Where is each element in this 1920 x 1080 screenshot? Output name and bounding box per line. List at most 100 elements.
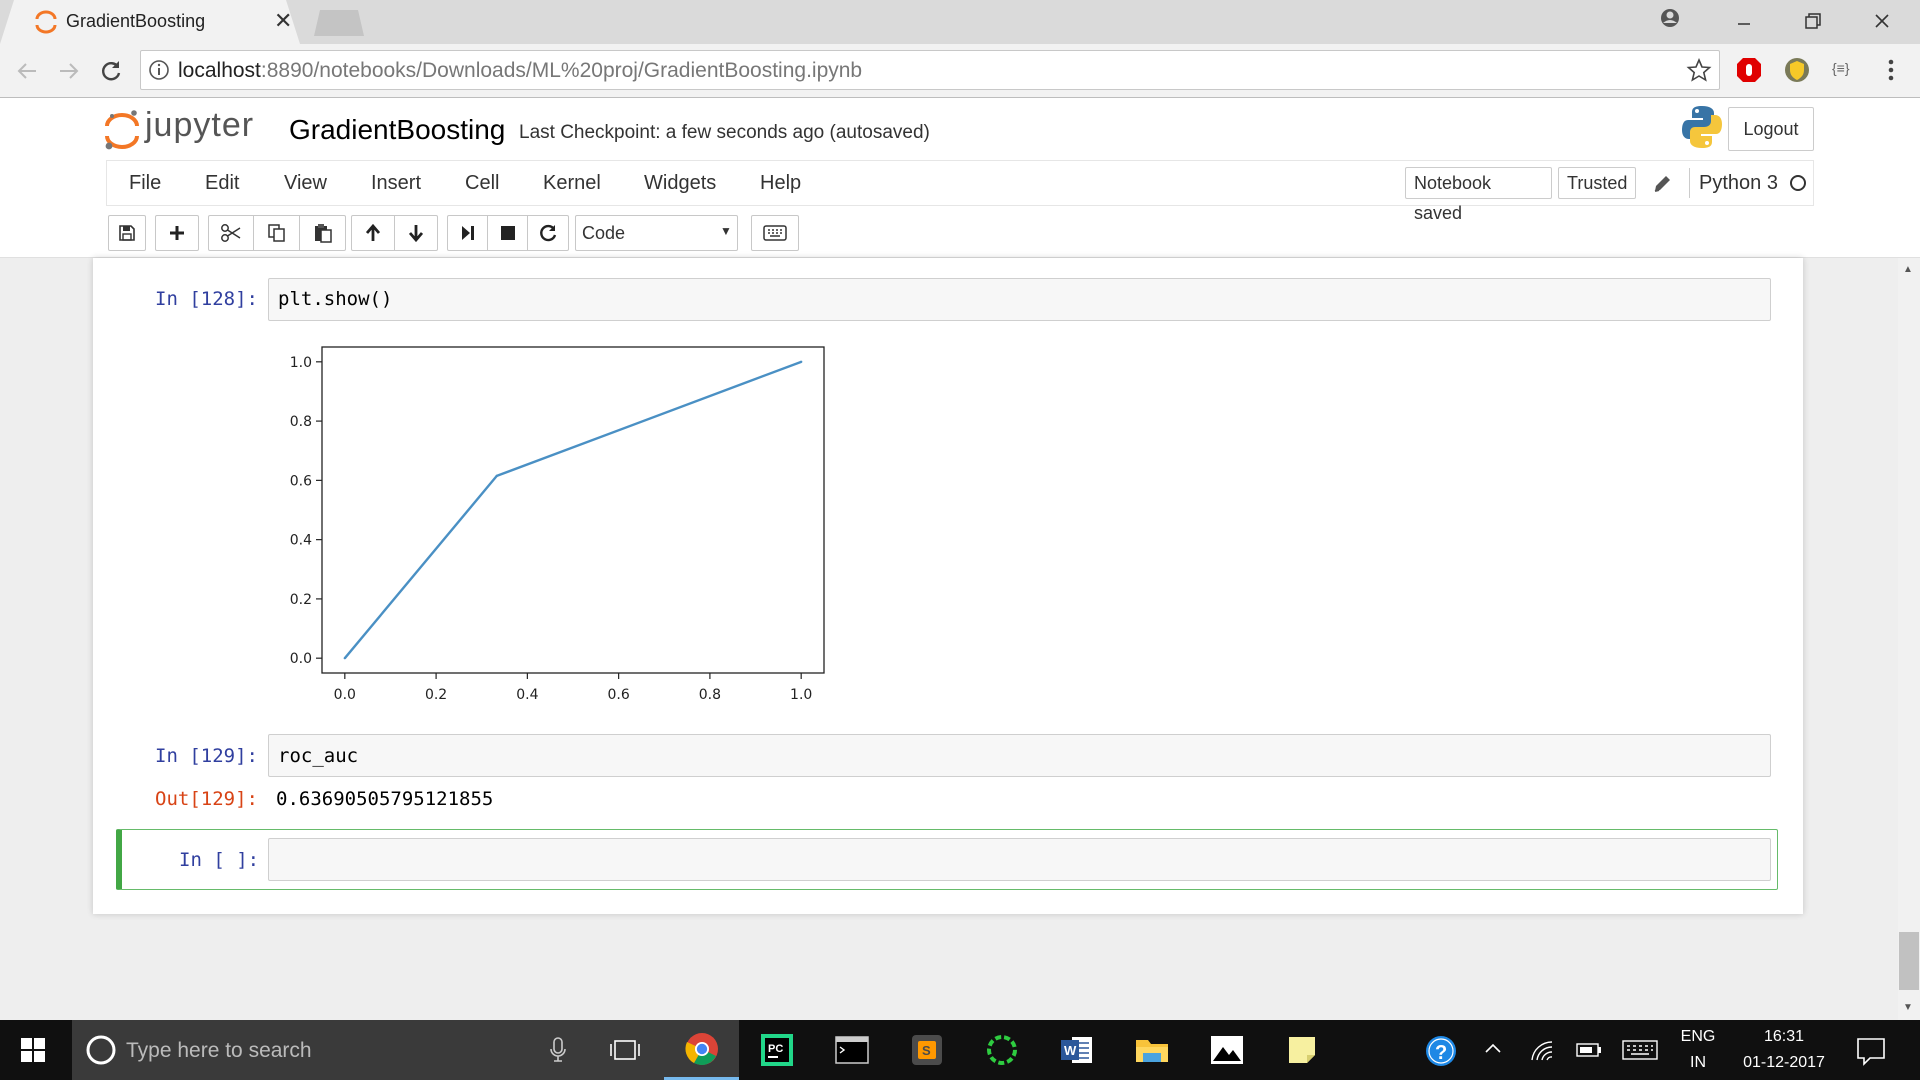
run-cell-icon[interactable]: [448, 216, 488, 250]
menu-kernel[interactable]: Kernel: [543, 172, 601, 194]
y-tick-label: 0.2: [290, 592, 312, 608]
jupyter-favicon-icon: [34, 10, 58, 34]
y-tick-label: 0.4: [290, 533, 312, 549]
checkpoint-status: Last Checkpoint: a few seconds ago (auto…: [519, 122, 930, 143]
chevron-up-icon[interactable]: [1484, 1040, 1502, 1058]
notebook-saved-indicator: Notebook saved: [1405, 167, 1552, 223]
scrollbar[interactable]: [1898, 258, 1920, 1020]
language-code: ENG: [1680, 1028, 1716, 1045]
move-up-icon[interactable]: [352, 216, 395, 250]
x-tick-label: 0.4: [516, 687, 538, 703]
scrollbar-thumb[interactable]: [1899, 932, 1919, 990]
x-tick-label: 0.0: [334, 687, 356, 703]
windows-start-icon[interactable]: [20, 1037, 46, 1063]
menu-cell[interactable]: Cell: [465, 172, 500, 194]
svg-text:W: W: [1064, 1043, 1077, 1058]
sublime-text-app-icon[interactable]: S: [889, 1020, 964, 1080]
svg-text:S: S: [922, 1043, 931, 1058]
tab-close-icon[interactable]: ✕: [274, 8, 293, 33]
close-window-icon[interactable]: [1862, 6, 1902, 36]
chrome-menu-icon[interactable]: [1886, 58, 1896, 82]
restore-icon[interactable]: [1792, 6, 1832, 36]
profile-icon[interactable]: [1652, 6, 1688, 36]
menu-edit[interactable]: Edit: [205, 172, 240, 194]
code-cell-input[interactable]: [268, 734, 1771, 777]
reload-icon[interactable]: [96, 56, 126, 86]
sync-app-icon[interactable]: [964, 1020, 1039, 1080]
address-bar[interactable]: [140, 50, 1720, 90]
pycharm-app-icon[interactable]: PC: [739, 1020, 814, 1080]
clock[interactable]: 16:31 01-12-2017: [1734, 1024, 1834, 1076]
kernel-name: Python 3: [1699, 172, 1778, 194]
code-cell-input[interactable]: [268, 838, 1771, 881]
output-prompt: Out[129]:: [155, 788, 258, 810]
y-tick-label: 0.8: [290, 414, 312, 430]
jupyter-logo-text[interactable]: jupyter: [145, 106, 255, 144]
search-placeholder: Type here to search: [126, 1039, 312, 1062]
toolbar-insert-group: [155, 215, 199, 251]
cut-icon[interactable]: [209, 216, 254, 250]
forward-icon[interactable]: [54, 56, 84, 86]
url-host: localhost: [178, 59, 261, 82]
sticky-notes-app-icon[interactable]: [1264, 1020, 1339, 1080]
menu-file[interactable]: File: [129, 172, 162, 194]
new-tab-button[interactable]: [314, 10, 364, 36]
photos-app-icon[interactable]: [1189, 1020, 1264, 1080]
scroll-up-arrow-icon[interactable]: ▲: [1903, 264, 1913, 275]
logout-button[interactable]: Logout: [1728, 107, 1814, 151]
y-axis: 0.0 0.2 0.4 0.6 0.8 1.0: [290, 355, 322, 667]
tab-title: GradientBoosting: [66, 11, 206, 31]
kernel-divider: [1689, 168, 1690, 198]
series-point: [343, 656, 347, 660]
json-extension-icon[interactable]: {≡}: [1832, 60, 1850, 76]
chrome-app-icon[interactable]: [664, 1020, 739, 1080]
add-cell-icon[interactable]: [156, 216, 198, 250]
paste-icon[interactable]: [300, 216, 345, 250]
menu-help[interactable]: Help: [760, 172, 802, 194]
trusted-indicator[interactable]: Trusted: [1558, 167, 1636, 199]
clock-time: 16:31: [1763, 1028, 1805, 1045]
battery-icon[interactable]: [1576, 1042, 1602, 1058]
word-app-icon[interactable]: W: [1039, 1020, 1114, 1080]
save-icon[interactable]: [109, 216, 145, 250]
notebook-name[interactable]: GradientBoosting: [289, 114, 506, 145]
edit-pencil-icon[interactable]: [1651, 173, 1673, 195]
back-icon[interactable]: [12, 56, 42, 86]
keyboard-shortcuts-icon[interactable]: [752, 216, 798, 250]
microphone-icon[interactable]: [548, 1036, 568, 1064]
action-center-icon[interactable]: [1856, 1036, 1886, 1066]
x-tick-label: 1.0: [790, 687, 812, 703]
adblock-extension-icon[interactable]: [1736, 56, 1762, 84]
line-chart: 0.0 0.2 0.4 0.6 0.8 1.0 0.0 0.2 0.4 0.6 0.8 1.0: [290, 346, 825, 703]
wifi-icon[interactable]: [1530, 1040, 1554, 1062]
minimize-icon[interactable]: [1724, 6, 1764, 36]
bookmark-star-icon[interactable]: [1686, 57, 1712, 83]
help-tray-icon[interactable]: ?: [1424, 1034, 1458, 1068]
y-tick-label: 1.0: [290, 355, 312, 371]
language-indicator[interactable]: ENG IN: [1668, 1024, 1728, 1076]
copy-icon[interactable]: [254, 216, 300, 250]
code-cell-input[interactable]: [268, 278, 1771, 321]
file-explorer-app-icon[interactable]: [1114, 1020, 1189, 1080]
shield-extension-icon[interactable]: [1784, 56, 1810, 84]
restart-kernel-icon[interactable]: [528, 216, 568, 250]
interrupt-kernel-icon[interactable]: [488, 216, 528, 250]
info-icon[interactable]: [148, 59, 170, 81]
browser-tab-active[interactable]: [0, 0, 300, 44]
cell-type-select[interactable]: Code: [575, 215, 738, 251]
move-down-icon[interactable]: [395, 216, 437, 250]
menu-widgets[interactable]: Widgets: [644, 172, 717, 194]
menu-insert[interactable]: Insert: [371, 172, 422, 194]
jupyter-logo-icon[interactable]: [104, 108, 140, 154]
cortana-icon[interactable]: [85, 1034, 117, 1066]
task-view-icon[interactable]: [587, 1020, 662, 1080]
terminal-app-icon[interactable]: [814, 1020, 889, 1080]
selected-cell[interactable]: [116, 829, 1778, 890]
code-text: plt.show(): [278, 288, 393, 310]
kernel-idle-icon: [1790, 175, 1806, 191]
scroll-down-arrow-icon[interactable]: ▼: [1903, 1002, 1913, 1013]
menu-view[interactable]: View: [284, 172, 327, 194]
svg-text:PC: PC: [768, 1043, 783, 1055]
plot-area: [321, 346, 825, 674]
touch-keyboard-icon[interactable]: [1622, 1040, 1658, 1060]
